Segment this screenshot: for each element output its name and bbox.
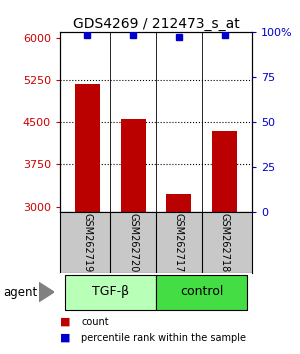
- Title: GDS4269 / 212473_s_at: GDS4269 / 212473_s_at: [73, 17, 239, 31]
- Text: TGF-β: TGF-β: [92, 285, 129, 298]
- Bar: [121, 119, 146, 354]
- Text: control: control: [180, 285, 224, 298]
- Bar: [64, 275, 156, 309]
- Text: GSM262720: GSM262720: [128, 213, 138, 272]
- Text: ■: ■: [60, 317, 70, 327]
- Text: GSM262719: GSM262719: [82, 213, 92, 272]
- Bar: [212, 131, 237, 354]
- Bar: [156, 275, 248, 309]
- Bar: [75, 84, 100, 354]
- Text: agent: agent: [3, 286, 37, 298]
- Text: GSM262717: GSM262717: [174, 213, 184, 272]
- Text: count: count: [81, 317, 109, 327]
- Text: percentile rank within the sample: percentile rank within the sample: [81, 333, 246, 343]
- Text: GSM262718: GSM262718: [220, 213, 230, 272]
- Polygon shape: [39, 282, 54, 302]
- Text: ■: ■: [60, 333, 70, 343]
- Bar: [166, 194, 191, 354]
